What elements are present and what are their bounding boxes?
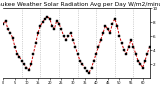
Title: Milwaukee Weather Solar Radiation Avg per Day W/m2/minute: Milwaukee Weather Solar Radiation Avg pe… [0,2,160,7]
